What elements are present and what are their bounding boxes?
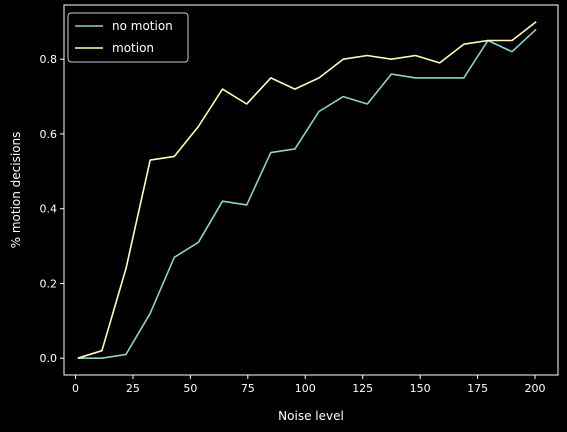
x-tick-label: 100 [295,382,316,395]
x-tick-label: 25 [126,382,140,395]
series-line-motion [77,21,537,359]
x-tick-label: 75 [241,382,255,395]
legend-label-no-motion: no motion [112,19,173,33]
x-axis-label: Noise level [278,409,344,423]
legend: no motion motion [67,12,189,63]
series-line-no-motion [77,28,537,360]
x-tick-label: 0 [72,382,79,395]
plot-frame [63,4,559,376]
y-axis-label: % motion decisions [9,132,23,249]
x-tick-label: 200 [525,382,546,395]
y-tick-label: 0.8 [40,53,58,66]
x-tick-label: 125 [352,382,373,395]
y-tick-label: 0.4 [40,203,58,216]
x-tick-label: 150 [410,382,431,395]
x-axis-ticks: 0 25 50 75 100 125 150 175 200 [72,375,546,395]
y-tick-label: 0.6 [40,128,58,141]
x-tick-label: 175 [467,382,488,395]
y-tick-label: 0.2 [40,277,58,290]
y-tick-label: 0.0 [40,352,58,365]
legend-label-motion: motion [112,41,154,55]
y-axis-ticks: 0.0 0.2 0.4 0.6 0.8 [40,53,64,365]
plot-lines [77,21,537,360]
x-tick-label: 50 [183,382,197,395]
